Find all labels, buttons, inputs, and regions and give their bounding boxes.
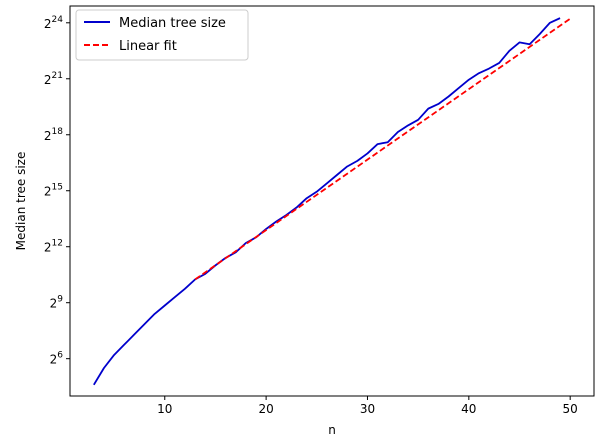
x-axis-label: n — [328, 423, 336, 437]
y-tick-label-2-6: 26 — [50, 351, 64, 367]
x-tick-label-50: 50 — [563, 402, 578, 416]
x-tick-label-20: 20 — [258, 402, 273, 416]
x-tick-label-30: 30 — [360, 402, 375, 416]
legend-label-median-tree-size: Median tree size — [119, 16, 226, 31]
plot-frame — [69, 5, 595, 397]
y-tick-label-2-24: 224 — [44, 15, 63, 31]
y-axis-label: Median tree size — [14, 152, 28, 251]
x-tick-label-10: 10 — [157, 402, 172, 416]
series-line-linear-fit — [194, 17, 571, 281]
legend: Median tree size Linear fit — [75, 9, 249, 61]
x-axis: 10 20 30 40 50 — [157, 396, 578, 416]
y-axis: 26 29 212 215 218 221 224 — [44, 15, 70, 367]
y-tick-label-2-21: 221 — [44, 71, 63, 87]
legend-frame — [75, 9, 249, 61]
y-tick-label-2-15: 215 — [44, 183, 63, 199]
y-tick-label-2-12: 212 — [44, 239, 63, 255]
y-tick-label-2-18: 218 — [44, 127, 63, 143]
series-layer — [93, 17, 571, 386]
x-tick-label-40: 40 — [461, 402, 476, 416]
series-line-median-tree-size — [93, 17, 561, 386]
legend-label-linear-fit: Linear fit — [119, 39, 177, 54]
y-tick-label-2-9: 29 — [50, 295, 64, 311]
